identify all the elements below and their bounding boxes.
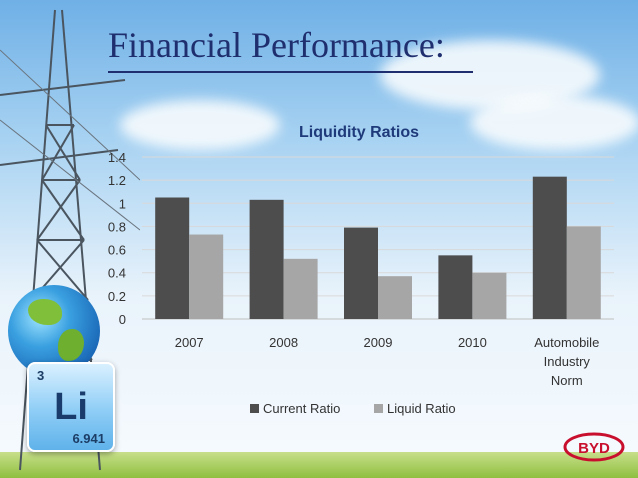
bar-current-ratio: [344, 227, 378, 319]
legend-swatch-liquid-ratio: [374, 404, 383, 413]
legend-label-current-ratio: Current Ratio: [263, 401, 340, 416]
logo-text: BYD: [578, 440, 610, 457]
y-tick-label: 0.4: [108, 266, 126, 281]
globe-illustration: [8, 285, 100, 377]
x-category-label: 2010: [458, 335, 487, 350]
byd-logo: BYD: [563, 432, 625, 462]
cloud-decoration: [120, 100, 280, 150]
x-axis-category-labels: 2007 2008 2009 2010 Automobile Industry Norm: [175, 335, 600, 388]
x-category-label: Automobile: [534, 335, 599, 350]
bar-liquid-ratio: [378, 276, 412, 319]
y-tick-label: 0.6: [108, 243, 126, 258]
y-tick-label: 1.2: [108, 173, 126, 188]
chart-title: Liquidity Ratios: [299, 124, 419, 141]
bar-current-ratio: [438, 255, 473, 319]
legend-swatch-current-ratio: [250, 404, 259, 413]
x-category-label: 2009: [364, 335, 393, 350]
title-underline: [108, 71, 473, 73]
y-tick-label: 1: [119, 196, 126, 211]
x-category-label: 2008: [269, 335, 298, 350]
globe-land: [28, 299, 62, 325]
atomic-number: 3: [37, 368, 45, 383]
bar-current-ratio: [249, 199, 284, 319]
atomic-mass: 6.941: [72, 431, 105, 446]
x-category-label: Industry: [544, 354, 591, 369]
y-tick-label: 0.8: [108, 219, 126, 234]
lithium-element-tile: 3 Li 6.941: [27, 362, 115, 452]
y-axis-tick-labels: 0 0.2 0.4 0.6 0.8 1 1.2 1.4: [108, 150, 126, 327]
bar-current-ratio: [532, 176, 567, 319]
y-tick-label: 0: [119, 312, 126, 327]
bar-current-ratio: [155, 197, 190, 319]
legend-label-liquid-ratio: Liquid Ratio: [387, 401, 456, 416]
element-symbol: Li: [54, 386, 88, 428]
y-tick-label: 1.4: [108, 150, 126, 165]
chart-bars: [155, 176, 601, 319]
slide-title: Financial Performance:: [108, 25, 445, 65]
y-tick-label: 0.2: [108, 289, 126, 304]
bar-liquid-ratio: [566, 226, 601, 319]
x-category-label: Norm: [551, 373, 583, 388]
x-category-label: 2007: [175, 335, 204, 350]
grass-strip: [0, 452, 638, 478]
chart-legend: Current Ratio Liquid Ratio: [250, 401, 456, 416]
bar-liquid-ratio: [283, 258, 318, 319]
bar-liquid-ratio: [189, 234, 224, 319]
bar-liquid-ratio: [472, 272, 507, 319]
cloud-decoration: [470, 95, 638, 150]
